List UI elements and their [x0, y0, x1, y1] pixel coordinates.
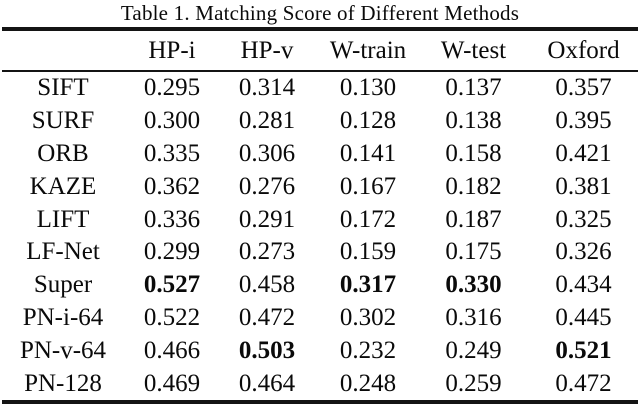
- column-header: HP-v: [240, 36, 294, 64]
- score-cell: 0.187: [445, 205, 502, 233]
- score-cell: 0.291: [238, 205, 296, 233]
- score-cell: 0.464: [238, 369, 296, 397]
- method-cell: LIFT: [36, 205, 90, 233]
- score-cell: 0.167: [339, 172, 397, 200]
- column-header: HP-i: [148, 36, 196, 64]
- method-cell: Super: [33, 271, 93, 299]
- score-cell: 0.302: [339, 303, 397, 331]
- score-cell: 0.357: [555, 74, 612, 102]
- score-cell: 0.130: [339, 74, 397, 102]
- score-cell: 0.128: [339, 107, 397, 135]
- score-cell: 0.316: [445, 303, 502, 331]
- table-row: ORB 0.335 0.306 0.141 0.158 0.421: [0, 138, 640, 171]
- table-bottom-rule: [2, 399, 638, 404]
- table-row: PN-i-64 0.522 0.472 0.302 0.316 0.445: [0, 302, 640, 335]
- table-row: LIFT 0.336 0.291 0.172 0.187 0.325: [0, 203, 640, 236]
- table-row: PN-v-64 0.466 0.503 0.232 0.249 0.521: [0, 334, 640, 367]
- score-cell: 0.281: [238, 107, 296, 135]
- score-cell: 0.434: [555, 271, 612, 299]
- score-cell: 0.306: [238, 139, 296, 167]
- score-cell: 0.521: [555, 336, 612, 364]
- score-cell: 0.300: [143, 107, 201, 135]
- table-body: SIFT 0.295 0.314 0.130 0.137 0.357 SURF 0.300 0.…: [0, 72, 640, 400]
- score-cell: 0.421: [555, 139, 612, 167]
- method-cell: PN-i-64: [22, 303, 104, 331]
- score-cell: 0.522: [143, 303, 201, 331]
- score-cell: 0.137: [445, 74, 502, 102]
- score-cell: 0.158: [445, 139, 502, 167]
- score-cell: 0.299: [143, 238, 201, 266]
- table-row: SURF 0.300 0.281 0.128 0.138 0.395: [0, 105, 640, 138]
- table-mid-rule: [2, 70, 638, 72]
- score-cell: 0.141: [339, 139, 397, 167]
- method-cell: PN-128: [24, 369, 102, 397]
- method-cell: KAZE: [29, 172, 97, 200]
- score-cell: 0.326: [555, 238, 612, 266]
- table-row: Super 0.527 0.458 0.317 0.330 0.434: [0, 269, 640, 302]
- table-row: PN-128 0.469 0.464 0.248 0.259 0.472: [0, 367, 640, 400]
- score-cell: 0.503: [238, 336, 296, 364]
- score-cell: 0.466: [143, 336, 201, 364]
- score-cell: 0.362: [143, 172, 201, 200]
- score-cell: 0.472: [238, 303, 296, 331]
- method-cell: SURF: [31, 107, 95, 135]
- table-row: SIFT 0.295 0.314 0.130 0.137 0.357: [0, 72, 640, 105]
- score-cell: 0.232: [339, 336, 397, 364]
- score-cell: 0.445: [555, 303, 612, 331]
- header-row: HP-i HP-v W-train W-test Oxford: [0, 31, 640, 70]
- table-caption: Table 1. Matching Score of Different Met…: [120, 1, 520, 25]
- score-cell: 0.325: [555, 205, 612, 233]
- table-top-rule: [2, 27, 638, 31]
- score-cell: 0.472: [555, 369, 612, 397]
- score-cell: 0.276: [238, 172, 296, 200]
- score-cell: 0.395: [555, 107, 612, 135]
- score-cell: 0.249: [445, 336, 502, 364]
- score-cell: 0.336: [143, 205, 201, 233]
- table-row: LF-Net 0.299 0.273 0.159 0.175 0.326: [0, 236, 640, 269]
- score-cell: 0.159: [339, 238, 397, 266]
- score-cell: 0.182: [445, 172, 502, 200]
- score-cell: 0.330: [445, 271, 502, 299]
- score-cell: 0.527: [143, 271, 201, 299]
- column-header: W-train: [329, 36, 407, 64]
- score-cell: 0.248: [339, 369, 397, 397]
- column-header: Oxford: [547, 36, 620, 64]
- score-cell: 0.381: [555, 172, 612, 200]
- column-header: W-test: [440, 36, 507, 64]
- score-cell: 0.458: [238, 271, 296, 299]
- score-cell: 0.273: [238, 238, 296, 266]
- method-cell: ORB: [37, 139, 89, 167]
- score-cell: 0.138: [445, 107, 502, 135]
- score-cell: 0.314: [238, 74, 296, 102]
- score-cell: 0.335: [143, 139, 201, 167]
- method-cell: LF-Net: [26, 238, 100, 266]
- table-row: KAZE 0.362 0.276 0.167 0.182 0.381: [0, 170, 640, 203]
- score-cell: 0.317: [339, 271, 397, 299]
- score-cell: 0.175: [445, 238, 502, 266]
- score-cell: 0.469: [143, 369, 201, 397]
- score-cell: 0.172: [339, 205, 397, 233]
- score-cell: 0.295: [143, 74, 201, 102]
- method-cell: SIFT: [37, 74, 89, 102]
- method-cell: PN-v-64: [19, 336, 107, 364]
- score-cell: 0.259: [445, 369, 502, 397]
